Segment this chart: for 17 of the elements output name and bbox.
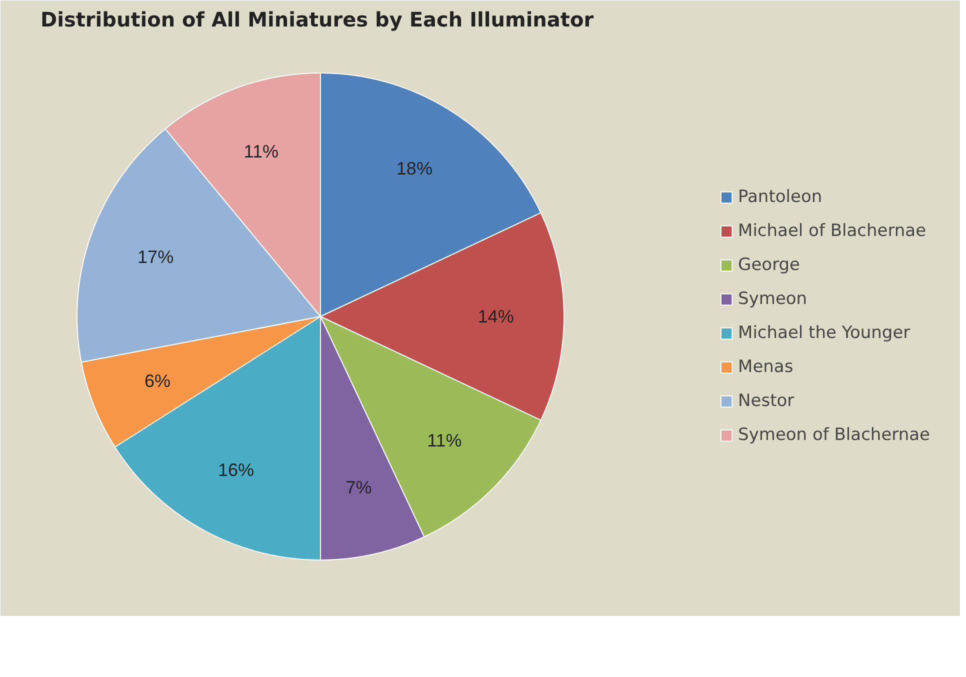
data-label: 14% xyxy=(478,306,514,326)
data-label: 16% xyxy=(218,460,254,480)
legend-label: George xyxy=(738,255,800,275)
legend-label: Michael the Younger xyxy=(738,323,910,343)
legend-label: Menas xyxy=(738,357,794,377)
legend-label: Nestor xyxy=(738,391,794,411)
legend-label: Pantoleon xyxy=(738,187,822,207)
data-label: 17% xyxy=(138,247,174,268)
legend-label: Symeon xyxy=(738,289,808,309)
data-label: 18% xyxy=(396,158,432,178)
data-label: 6% xyxy=(144,371,171,392)
legend-label: Symeon of Blachernae xyxy=(738,425,930,445)
data-label: 11% xyxy=(427,430,462,450)
legend-label: Michael of Blachernae xyxy=(738,221,926,241)
data-label: 11% xyxy=(244,142,278,162)
data-label: 7% xyxy=(346,478,372,498)
chart-title: Distribution of All Miniatures by Each Illuminator xyxy=(40,8,594,32)
